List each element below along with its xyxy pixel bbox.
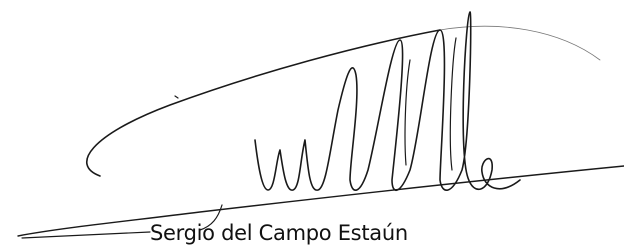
signature-underline-tail bbox=[22, 232, 150, 238]
signature-dot bbox=[175, 96, 178, 98]
signature-stroke bbox=[450, 38, 456, 170]
signature-page: Sergio del Campo Estaún bbox=[0, 0, 624, 247]
signer-name: Sergio del Campo Estaún bbox=[150, 221, 408, 245]
signature-drawing bbox=[0, 0, 624, 247]
signature-loops bbox=[255, 12, 520, 190]
signature-arc bbox=[87, 30, 440, 176]
signature-stroke bbox=[405, 60, 410, 165]
signature-arc-tail bbox=[440, 26, 600, 60]
